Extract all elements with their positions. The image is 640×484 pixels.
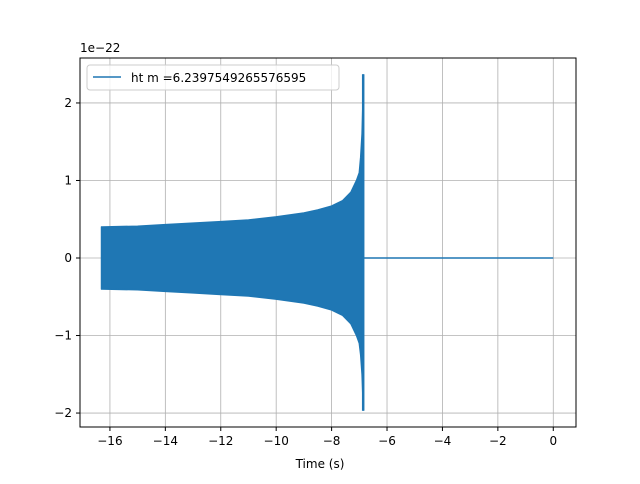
x-tick-label: 0	[549, 434, 557, 448]
y-tick-label: −1	[54, 329, 72, 343]
plot-area	[100, 74, 554, 411]
y-axis: −2 −1 0 1 2	[54, 96, 80, 420]
y-tick-label: −2	[54, 406, 72, 420]
legend-box	[86, 64, 340, 91]
axes-frame	[79, 57, 577, 428]
y-tick-label: 1	[64, 173, 72, 187]
x-tick-label: −14	[153, 434, 178, 448]
x-axis: −16 −14 −12 −10 −8 −6 −4 −2 0	[97, 427, 557, 448]
x-tick-label: −6	[378, 434, 396, 448]
x-tick-label: −10	[264, 434, 289, 448]
x-tick-label: −4	[434, 434, 452, 448]
x-tick-label: −12	[208, 434, 233, 448]
x-axis-label: Time (s)	[295, 457, 345, 471]
y-tick-label: 2	[64, 96, 72, 110]
legend-label: ht m =6.2397549265576595	[131, 71, 306, 85]
x-tick-label: −8	[323, 434, 341, 448]
x-tick-label: −16	[97, 434, 122, 448]
y-tick-label: 0	[64, 251, 72, 265]
y-offset-label: 1e−22	[80, 41, 120, 55]
x-tick-label: −2	[489, 434, 507, 448]
legend: ht m =6.2397549265576595	[86, 64, 340, 91]
